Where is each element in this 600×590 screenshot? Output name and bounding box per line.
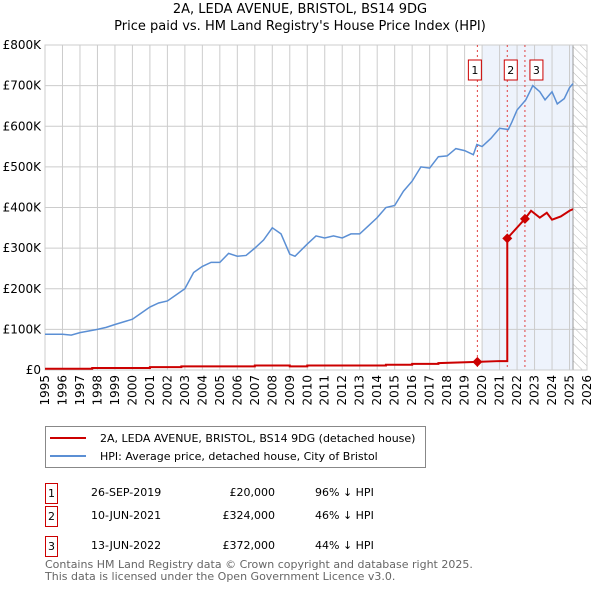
sale-row: 2 10-JUN-2021 £324,000 46% ↓ HPI (45, 506, 445, 527)
x-tick-label: 1999 (108, 375, 122, 406)
y-tick-label: £0 (26, 363, 41, 377)
x-tick-label: 1996 (55, 375, 69, 406)
sale-label-box (467, 59, 482, 81)
x-tick-label: 2009 (283, 375, 297, 406)
y-tick-label: £300K (3, 241, 43, 255)
x-tick-label: 2016 (405, 375, 419, 406)
x-tick-label: 2023 (528, 375, 542, 406)
y-tick-label: £700K (3, 79, 43, 93)
sale-badge: 3 (45, 536, 58, 557)
x-tick-label: 2004 (195, 375, 209, 406)
sale-hpi: 46% ↓ HPI (315, 509, 374, 522)
sale-label-box (503, 59, 518, 81)
x-tick-label: 2019 (458, 375, 472, 406)
sale-date: 10-JUN-2021 (91, 509, 162, 522)
x-tick-label: 2001 (143, 375, 157, 406)
legend-item-hpi: HPI: Average price, detached house, City… (50, 447, 415, 465)
x-tick-label: 2015 (388, 375, 402, 406)
sale-point (519, 213, 530, 224)
footer: Contains HM Land Registry data © Crown c… (45, 559, 473, 583)
x-tick-label: 2010 (300, 375, 314, 406)
sale-badge: 2 (45, 506, 58, 527)
legend: 2A, LEDA AVENUE, BRISTOL, BS14 9DG (deta… (45, 426, 427, 468)
sale-label: 2 (507, 64, 514, 77)
y-tick-label: £500K (3, 160, 43, 174)
legend-item-property: 2A, LEDA AVENUE, BRISTOL, BS14 9DG (deta… (50, 429, 415, 447)
hpi-line (45, 83, 574, 336)
x-tick-label: 2017 (423, 375, 437, 406)
x-tick-label: 2002 (160, 375, 174, 406)
sale-price: £20,000 (229, 486, 276, 499)
sale-badge: 1 (45, 483, 58, 504)
x-tick-label: 2025 (563, 375, 577, 406)
sale-point (502, 233, 513, 244)
sale-hpi: 96% ↓ HPI (315, 486, 374, 499)
x-tick-label: 2021 (493, 375, 507, 406)
legend-label: HPI: Average price, detached house, City… (100, 449, 378, 463)
y-tick-label: £600K (3, 119, 43, 133)
sale-date: 26-SEP-2019 (91, 486, 162, 499)
x-tick-label: 2024 (545, 375, 559, 406)
x-tick-label: 2003 (178, 375, 192, 406)
chart-title: 2A, LEDA AVENUE, BRISTOL, BS14 9DG (172, 2, 428, 17)
sale-row: 1 26-SEP-2019 £20,000 96% ↓ HPI (45, 483, 445, 504)
sale-point (472, 356, 483, 367)
x-tick-label: 2000 (125, 375, 139, 406)
y-tick-label: £400K (3, 201, 43, 215)
sale-label-box (529, 59, 544, 81)
x-tick-label: 2020 (475, 375, 489, 406)
sale-price: £372,000 (222, 539, 276, 552)
x-tick-label: 2008 (265, 375, 279, 406)
x-tick-label: 1997 (73, 375, 87, 406)
plot-frame (44, 44, 588, 371)
chart-subtitle: Price paid vs. HM Land Registry's House … (114, 19, 486, 34)
y-tick-label: £200K (3, 282, 43, 296)
x-tick-label: 2007 (248, 375, 262, 406)
x-tick-label: 2013 (353, 375, 367, 406)
footer-copyright: Contains HM Land Registry data © Crown c… (45, 558, 473, 571)
x-tick-label: 2012 (335, 375, 349, 406)
y-tick-label: £800K (3, 38, 43, 52)
price-paid-line (45, 208, 574, 370)
x-tick-label: 1995 (38, 375, 52, 406)
sale-date: 13-JUN-2022 (91, 539, 162, 552)
y-tick-label: £100K (3, 322, 43, 336)
x-tick-label: 2011 (318, 375, 332, 406)
price-chart: 1995 1996 1997 1998 1999 2000 2001 2002 2003 2004… (3, 38, 594, 406)
legend-label: 2A, LEDA AVENUE, BRISTOL, BS14 9DG (deta… (100, 431, 416, 445)
legend-swatch (50, 437, 86, 439)
x-tick-label: 2026 (580, 375, 594, 406)
sale-hpi: 44% ↓ HPI (315, 539, 374, 552)
sale-price: £324,000 (222, 509, 276, 522)
legend-swatch (50, 455, 86, 457)
x-tick-label: 2018 (440, 375, 454, 406)
x-tick-label: 1998 (90, 375, 104, 406)
x-tick-label: 2022 (510, 375, 524, 406)
x-tick-label: 2014 (370, 375, 384, 406)
footer-licence: This data is licensed under the Open Gov… (45, 570, 396, 583)
sale-label: 1 (471, 64, 478, 77)
x-tick-label: 2006 (230, 375, 244, 406)
x-tick-label: 2005 (213, 375, 227, 406)
sale-row: 3 13-JUN-2022 £372,000 44% ↓ HPI (45, 536, 445, 557)
sale-label: 3 (533, 64, 540, 77)
